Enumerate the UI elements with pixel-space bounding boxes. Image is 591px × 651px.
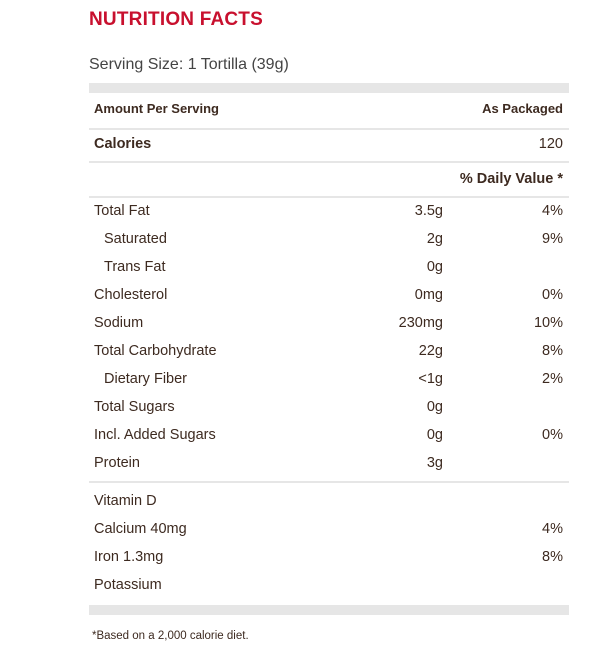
nutrient-dv: 2% bbox=[542, 371, 563, 387]
daily-value-header-row: % Daily Value * bbox=[89, 166, 569, 194]
daily-value-header: % Daily Value * bbox=[459, 171, 563, 187]
nutrient-label: Trans Fat bbox=[104, 259, 166, 275]
nutrient-amount: <1g bbox=[418, 371, 443, 387]
nutrient-amount: 22g bbox=[418, 343, 443, 359]
nutrient-dv: 0% bbox=[542, 427, 563, 443]
vitamin-dv: 8% bbox=[542, 549, 563, 565]
nutrient-row-saturated: Saturated 2g 9% bbox=[89, 226, 569, 254]
vitamin-label: Iron 1.3mg bbox=[94, 549, 164, 565]
nutrient-row-sodium: Sodium 230mg 10% bbox=[89, 310, 569, 338]
vitamin-label: Potassium bbox=[94, 577, 162, 593]
calories-value: 120 bbox=[538, 136, 563, 152]
footnote: *Based on a 2,000 calorie diet. bbox=[92, 630, 249, 642]
nutrient-label: Sodium bbox=[94, 315, 144, 331]
calories-row: Calories 120 bbox=[89, 131, 569, 159]
column-header-row: Amount Per Serving As Packaged bbox=[89, 96, 569, 124]
nutrient-row-total-fat: Total Fat 3.5g 4% bbox=[89, 198, 569, 226]
nutrient-row-trans-fat: Trans Fat 0g bbox=[89, 254, 569, 282]
bottom-thick-bar bbox=[89, 605, 569, 615]
serving-size: Serving Size: 1 Tortilla (39g) bbox=[89, 56, 289, 73]
nutrient-label: Incl. Added Sugars bbox=[94, 427, 216, 443]
vitamin-row-calcium: Calcium 40mg 4% bbox=[89, 516, 569, 544]
nutrient-amount: 230mg bbox=[398, 315, 443, 331]
nutrient-label: Protein bbox=[94, 455, 140, 471]
nutrition-title: NUTRITION FACTS bbox=[89, 9, 263, 30]
nutrient-row-protein: Protein 3g bbox=[89, 450, 569, 478]
nutrient-row-total-carbohydrate: Total Carbohydrate 22g 8% bbox=[89, 338, 569, 366]
nutrient-row-added-sugars: Incl. Added Sugars 0g 0% bbox=[89, 422, 569, 450]
amount-per-serving-label: Amount Per Serving bbox=[94, 101, 219, 116]
nutrient-amount: 2g bbox=[426, 231, 443, 247]
nutrient-dv: 8% bbox=[542, 343, 563, 359]
vitamin-row-iron: Iron 1.3mg 8% bbox=[89, 544, 569, 572]
as-packaged-label: As Packaged bbox=[482, 101, 563, 116]
nutrient-amount: 3g bbox=[426, 455, 443, 471]
nutrient-label: Total Fat bbox=[94, 203, 150, 219]
nutrient-dv: 0% bbox=[542, 287, 563, 303]
vitamin-row-vitamin-d: Vitamin D bbox=[89, 488, 569, 516]
nutrient-amount: 0g bbox=[426, 259, 443, 275]
nutrient-dv: 9% bbox=[542, 231, 563, 247]
divider bbox=[89, 196, 569, 198]
nutrient-dv: 10% bbox=[533, 315, 563, 331]
top-thick-bar bbox=[89, 83, 569, 93]
nutrient-amount: 0mg bbox=[414, 287, 443, 303]
nutrient-row-cholesterol: Cholesterol 0mg 0% bbox=[89, 282, 569, 310]
nutrient-amount: 0g bbox=[426, 399, 443, 415]
nutrient-label: Dietary Fiber bbox=[104, 371, 187, 387]
divider bbox=[89, 481, 569, 483]
nutrient-dv: 4% bbox=[542, 203, 563, 219]
divider bbox=[89, 161, 569, 163]
nutrient-row-dietary-fiber: Dietary Fiber <1g 2% bbox=[89, 366, 569, 394]
nutrient-amount: 3.5g bbox=[414, 203, 443, 219]
nutrient-amount: 0g bbox=[426, 427, 443, 443]
nutrient-label: Cholesterol bbox=[94, 287, 168, 303]
vitamin-row-potassium: Potassium bbox=[89, 572, 569, 600]
divider bbox=[89, 128, 569, 130]
vitamin-label: Vitamin D bbox=[94, 493, 157, 509]
nutrient-row-total-sugars: Total Sugars 0g bbox=[89, 394, 569, 422]
nutrient-label: Saturated bbox=[104, 231, 167, 247]
nutrient-label: Total Sugars bbox=[94, 399, 175, 415]
vitamin-dv: 4% bbox=[542, 521, 563, 537]
nutrient-label: Total Carbohydrate bbox=[94, 343, 217, 359]
calories-label: Calories bbox=[94, 136, 152, 152]
vitamin-label: Calcium 40mg bbox=[94, 521, 187, 537]
